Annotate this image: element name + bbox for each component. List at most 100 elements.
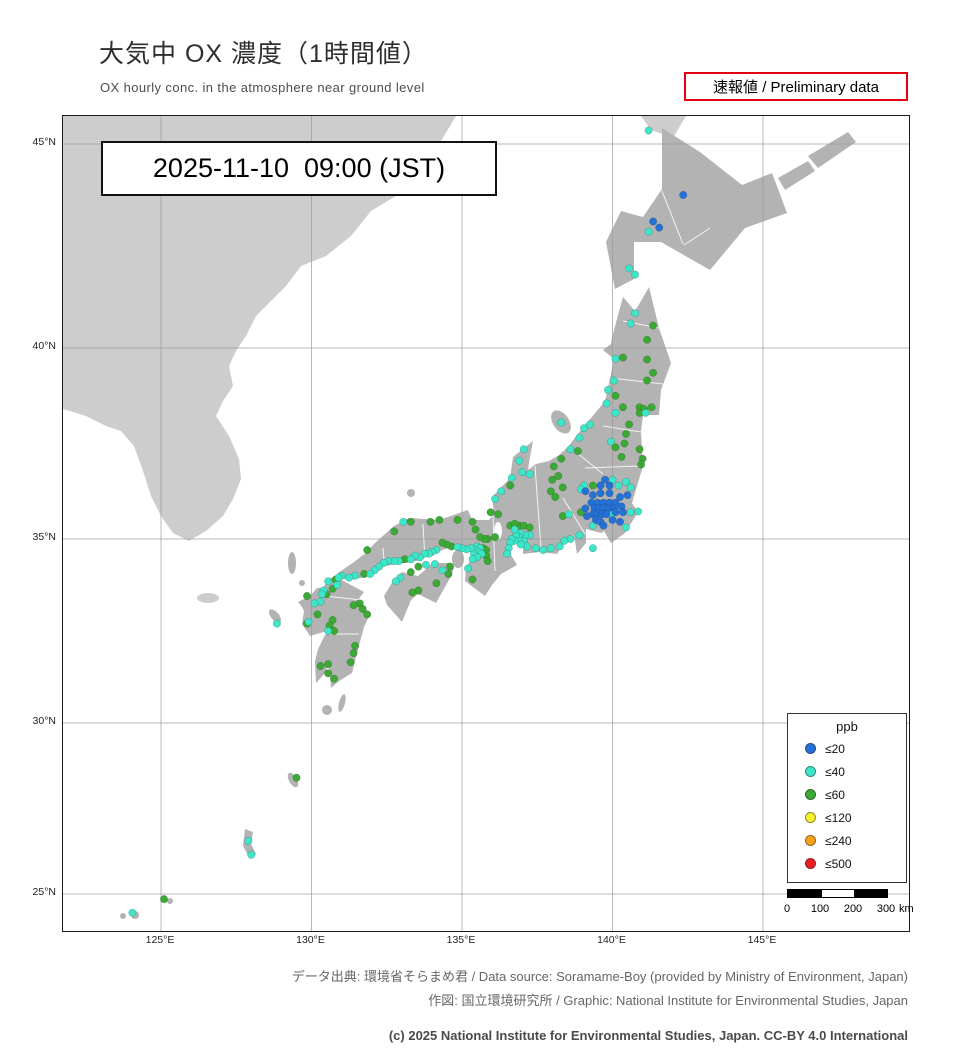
island-jeju <box>197 593 219 603</box>
station-dot <box>430 560 439 568</box>
station-dots-layer <box>128 126 688 917</box>
station-dot <box>611 443 620 452</box>
scale-bar-segment <box>854 890 887 897</box>
footer-copyright-text: (c) 2025 National Institute for Environm… <box>388 1028 908 1043</box>
station-dot <box>497 487 506 496</box>
island-yakushima <box>322 705 332 715</box>
station-dot <box>464 564 472 573</box>
station-dot <box>438 538 447 547</box>
legend-item-label: ≤40 <box>825 764 845 779</box>
footer-graphic-text: 作図: 国立環境研究所 / Graphic: National Institut… <box>428 993 908 1008</box>
station-dot <box>643 355 652 364</box>
lat-tick-label: 35°N <box>32 531 56 543</box>
station-dot <box>515 456 524 465</box>
station-dot <box>605 489 614 498</box>
island-tsushima <box>288 552 296 574</box>
station-dot <box>519 445 528 454</box>
station-dot <box>363 546 372 554</box>
station-dot <box>575 531 584 540</box>
station-dot <box>408 588 417 597</box>
lon-tick-label: 135°E <box>446 934 476 946</box>
station-dot <box>435 515 444 524</box>
station-dot <box>581 504 590 513</box>
station-dot <box>611 354 620 363</box>
legend-item: ≤240 <box>788 829 906 852</box>
station-dot <box>588 491 597 500</box>
station-dot <box>316 662 325 670</box>
island-etorofu <box>808 132 856 168</box>
island-oki <box>407 489 415 497</box>
lat-tick-label: 25°N <box>32 886 56 898</box>
station-dot <box>518 468 527 477</box>
island-hokkaido <box>606 128 787 289</box>
lat-tick-label: 45°N <box>32 136 56 148</box>
station-dot <box>406 568 415 577</box>
station-dot <box>525 470 534 479</box>
station-dot <box>602 510 611 519</box>
station-dot <box>581 487 590 496</box>
legend-items: ≤20 ≤40 ≤60 ≤120 ≤240 ≤500 <box>788 737 906 875</box>
station-dot <box>507 473 516 482</box>
station-dot <box>324 627 333 635</box>
station-dot <box>588 544 597 553</box>
station-dot <box>539 546 548 554</box>
legend-item-label: ≤500 <box>825 856 852 871</box>
station-dot <box>555 542 564 551</box>
station-dot <box>626 483 635 492</box>
station-dot <box>573 447 582 456</box>
station-dot <box>634 507 643 516</box>
station-dot <box>611 408 620 417</box>
lat-tick-label: 30°N <box>32 715 56 727</box>
station-dot <box>244 837 253 845</box>
station-dot <box>623 491 632 500</box>
station-dot <box>622 523 630 532</box>
station-dot <box>421 560 430 569</box>
station-dot <box>549 462 558 471</box>
legend-item: ≤500 <box>788 852 906 875</box>
station-dot <box>494 510 503 519</box>
page-title: 大気中 OX 濃度（1時間値） <box>99 40 428 68</box>
station-dot <box>649 321 658 330</box>
station-dot <box>444 570 453 578</box>
legend-swatch-le500 <box>805 858 816 869</box>
station-dot <box>324 660 333 669</box>
station-dot <box>345 573 354 582</box>
station-dot <box>516 540 525 549</box>
station-dot <box>510 525 519 534</box>
island-amami <box>287 772 299 788</box>
station-dot <box>619 353 627 362</box>
station-dot <box>551 493 560 501</box>
station-dot <box>333 581 342 589</box>
station-dot <box>622 429 630 438</box>
station-dot <box>622 477 630 486</box>
scale-bar-tick-label: 100 <box>810 903 830 915</box>
station-dot <box>304 617 313 626</box>
station-dot <box>614 481 623 490</box>
station-dot <box>476 533 485 542</box>
legend-item-label: ≤20 <box>825 741 845 756</box>
station-dot <box>468 555 477 564</box>
station-dot <box>558 483 567 492</box>
station-dot <box>318 590 326 599</box>
timestamp-box: 2025-11-10 09:00 (JST) <box>101 141 497 196</box>
scale-bar-segments <box>787 889 888 898</box>
station-dot <box>310 599 319 608</box>
station-dot <box>503 549 512 558</box>
station-dot <box>468 517 477 526</box>
legend-item-label: ≤60 <box>825 787 845 802</box>
station-dot <box>625 264 634 273</box>
station-dot <box>390 527 399 536</box>
station-dot <box>560 536 569 545</box>
station-dot <box>602 399 611 408</box>
station-dot <box>349 649 358 658</box>
station-dot <box>292 773 301 782</box>
station-dot <box>631 309 640 318</box>
station-dot <box>438 566 447 575</box>
station-dot <box>626 319 635 328</box>
station-dot <box>546 487 555 496</box>
island-iriomote <box>120 913 126 919</box>
station-dot <box>643 376 652 385</box>
station-dot <box>486 508 495 517</box>
legend-item: ≤120 <box>788 806 906 829</box>
